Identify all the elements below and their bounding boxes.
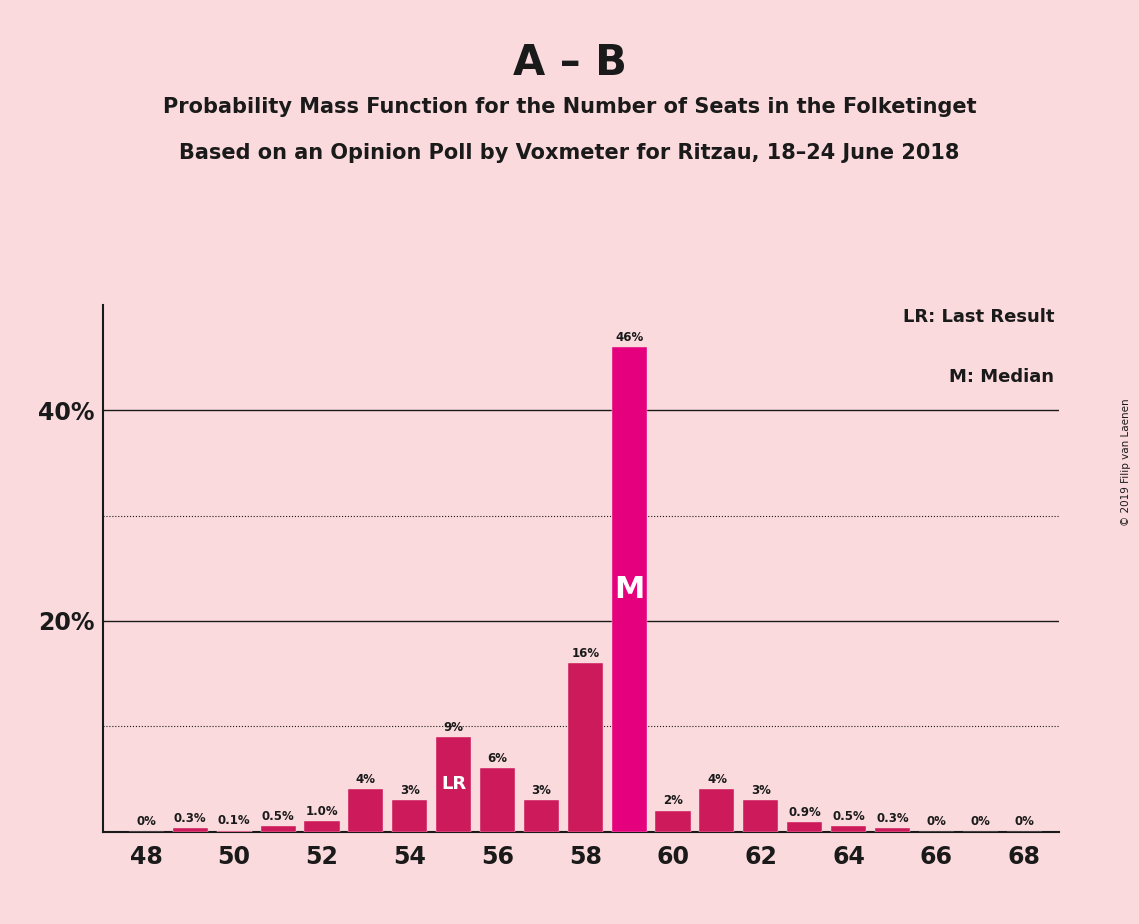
Bar: [744, 800, 778, 832]
Bar: [524, 800, 559, 832]
Bar: [392, 800, 427, 832]
Text: 0.9%: 0.9%: [788, 806, 821, 819]
Text: 0.3%: 0.3%: [876, 812, 909, 825]
Text: © 2019 Filip van Laenen: © 2019 Filip van Laenen: [1121, 398, 1131, 526]
Text: 4%: 4%: [707, 773, 727, 786]
Bar: [216, 831, 252, 832]
Text: 0%: 0%: [1014, 816, 1034, 829]
Text: 0.5%: 0.5%: [833, 810, 865, 823]
Text: 0.3%: 0.3%: [174, 812, 206, 825]
Bar: [831, 826, 866, 832]
Text: 3%: 3%: [751, 784, 771, 796]
Text: 46%: 46%: [615, 331, 644, 344]
Text: Probability Mass Function for the Number of Seats in the Folketinget: Probability Mass Function for the Number…: [163, 97, 976, 117]
Text: LR: Last Result: LR: Last Result: [903, 308, 1055, 325]
Text: 0.1%: 0.1%: [218, 814, 251, 827]
Text: 4%: 4%: [355, 773, 376, 786]
Text: 9%: 9%: [443, 721, 464, 734]
Text: A – B: A – B: [513, 42, 626, 83]
Bar: [173, 829, 207, 832]
Bar: [656, 810, 690, 832]
Bar: [699, 789, 735, 832]
Text: 0%: 0%: [970, 816, 990, 829]
Text: 3%: 3%: [400, 784, 419, 796]
Bar: [436, 736, 472, 832]
Text: 2%: 2%: [663, 795, 683, 808]
Text: 0%: 0%: [137, 816, 156, 829]
Text: M: M: [614, 575, 645, 603]
Bar: [304, 821, 339, 832]
Bar: [567, 663, 603, 832]
Text: Based on an Opinion Poll by Voxmeter for Ritzau, 18–24 June 2018: Based on an Opinion Poll by Voxmeter for…: [179, 143, 960, 164]
Text: LR: LR: [441, 775, 466, 793]
Text: 6%: 6%: [487, 752, 508, 765]
Text: 16%: 16%: [572, 647, 599, 660]
Text: 0.5%: 0.5%: [262, 810, 295, 823]
Text: M: Median: M: Median: [950, 368, 1055, 386]
Bar: [261, 826, 296, 832]
Bar: [875, 829, 910, 832]
Text: 0%: 0%: [926, 816, 947, 829]
Bar: [349, 789, 384, 832]
Text: 1.0%: 1.0%: [305, 805, 338, 818]
Bar: [612, 347, 647, 832]
Text: 3%: 3%: [532, 784, 551, 796]
Bar: [480, 769, 515, 832]
Bar: [787, 822, 822, 832]
